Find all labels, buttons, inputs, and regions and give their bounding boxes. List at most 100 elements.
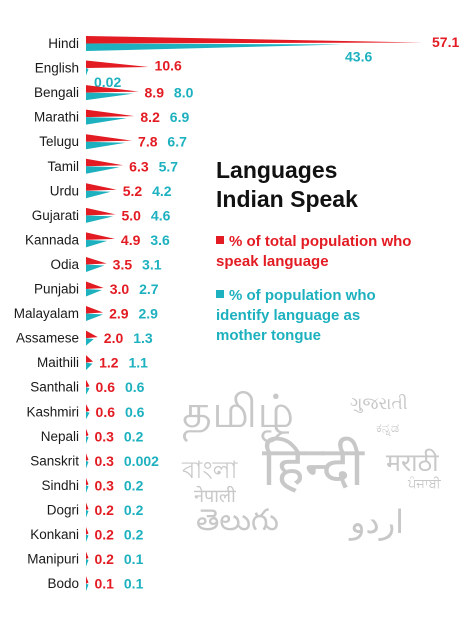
value-total-telugu: 7.8 xyxy=(138,134,158,150)
bar-total-urdu xyxy=(86,183,117,191)
kannada-script: ಕನ್ನಡ xyxy=(376,421,400,436)
category-label-tamil: Tamil xyxy=(47,159,79,174)
bar-mother-tongue-urdu xyxy=(86,190,111,199)
marathi-script: मराठी xyxy=(386,448,439,477)
category-label-assamese: Assamese xyxy=(16,331,79,346)
category-label-marathi: Marathi xyxy=(34,110,79,125)
category-label-telugu: Telugu xyxy=(39,134,79,149)
bar-total-kannada xyxy=(86,232,115,240)
category-label-nepali: Nepali xyxy=(41,429,79,444)
bar-mother-tongue-dogri xyxy=(86,509,89,518)
value-total-maithili: 1.2 xyxy=(99,355,119,371)
legend-total-population: % of total population who speak language xyxy=(216,232,436,272)
value-total-sanskrit: 0.3 xyxy=(95,453,115,469)
category-label-punjabi: Punjabi xyxy=(34,282,79,297)
value-mother-tongue-english: 0.02 xyxy=(94,74,121,90)
value-mother-tongue-urdu: 4.2 xyxy=(152,183,172,199)
value-mother-tongue-maithili: 1.1 xyxy=(128,355,148,371)
category-label-kashmiri: Kashmiri xyxy=(26,404,79,419)
category-label-dogri: Dogri xyxy=(47,502,79,517)
bar-mother-tongue-odia xyxy=(86,264,105,272)
bar-mother-tongue-kannada xyxy=(86,239,108,248)
bar-total-santhali xyxy=(86,379,90,388)
legend-red-line-1: % of total population who xyxy=(229,233,412,250)
chart-title-line-1: Languages xyxy=(216,157,338,183)
value-mother-tongue-nepali: 0.2 xyxy=(124,428,144,444)
bar-mother-tongue-marathi xyxy=(86,117,127,125)
value-mother-tongue-punjabi: 2.7 xyxy=(139,281,159,297)
bar-mother-tongue-kashmiri xyxy=(86,411,90,420)
category-label-english: English xyxy=(35,61,79,76)
bar-total-malayalam xyxy=(86,306,104,314)
bar-total-nepali xyxy=(86,428,89,437)
bar-total-assamese xyxy=(86,330,98,339)
bar-mother-tongue-bengali xyxy=(86,92,134,101)
category-label-bodo: Bodo xyxy=(47,576,79,591)
value-total-sindhi: 0.3 xyxy=(95,477,115,493)
legend-teal-swatch xyxy=(216,290,224,298)
category-label-sanskrit: Sanskrit xyxy=(30,453,79,468)
value-total-punjabi: 3.0 xyxy=(110,281,130,297)
bar-total-bodo xyxy=(86,576,89,584)
bar-total-sindhi xyxy=(86,477,89,486)
bar-total-english xyxy=(86,60,149,69)
value-total-marathi: 8.2 xyxy=(140,109,160,125)
bar-mother-tongue-maithili xyxy=(86,362,93,371)
category-label-urdu: Urdu xyxy=(50,183,79,198)
value-total-santhali: 0.6 xyxy=(96,379,116,395)
value-mother-tongue-odia: 3.1 xyxy=(142,256,162,272)
value-mother-tongue-manipuri: 0.1 xyxy=(124,551,144,567)
value-mother-tongue-hindi: 43.6 xyxy=(345,49,372,65)
bar-total-marathi xyxy=(86,109,135,118)
value-mother-tongue-sanskrit: 0.002 xyxy=(124,453,159,469)
value-total-tamil: 6.3 xyxy=(129,158,149,174)
category-label-bengali: Bengali xyxy=(34,85,79,100)
bar-mother-tongue-english xyxy=(86,68,89,76)
tamil-script: தமிழ் xyxy=(182,384,295,438)
bar-mother-tongue-nepali xyxy=(86,436,89,444)
bar-total-punjabi xyxy=(86,281,104,289)
bar-total-maithili xyxy=(86,355,94,363)
category-label-hindi: Hindi xyxy=(48,36,79,51)
category-label-konkani: Konkani xyxy=(30,527,79,542)
value-total-malayalam: 2.9 xyxy=(109,306,129,322)
bar-mother-tongue-bodo xyxy=(86,583,89,592)
legend-red-swatch xyxy=(216,236,224,244)
chart-title: Languages Indian Speak xyxy=(216,156,358,214)
bar-total-manipuri xyxy=(86,551,89,560)
bar-mother-tongue-malayalam xyxy=(86,313,104,322)
category-label-manipuri: Manipuri xyxy=(27,552,79,567)
category-label-maithili: Maithili xyxy=(37,355,79,370)
value-mother-tongue-tamil: 5.7 xyxy=(159,158,179,174)
bar-total-kashmiri xyxy=(86,404,90,412)
value-mother-tongue-kannada: 3.6 xyxy=(150,232,170,248)
value-total-odia: 3.5 xyxy=(113,256,133,272)
hindi-script: हिन्दी xyxy=(262,435,365,498)
bar-mother-tongue-telugu xyxy=(86,141,126,150)
bar-total-konkani xyxy=(86,527,89,535)
value-total-kashmiri: 0.6 xyxy=(96,404,116,420)
category-label-sindhi: Sindhi xyxy=(41,478,79,493)
value-mother-tongue-bengali: 8.0 xyxy=(174,85,194,101)
gujarati-script: ગુજરાતી xyxy=(350,394,408,414)
value-total-gujarati: 5.0 xyxy=(122,207,142,223)
bar-mother-tongue-hindi xyxy=(86,43,344,51)
bar-total-gujarati xyxy=(86,207,116,216)
language-scripts-decoration: தமிழ் ગુજરાતી ಕನ್ನಡ বাংলা हिन्दी मराठी ਪ… xyxy=(176,380,466,540)
category-label-odia: Odia xyxy=(50,257,79,272)
legend-red-line-2: speak language xyxy=(216,253,329,270)
value-mother-tongue-santhali: 0.6 xyxy=(125,379,145,395)
bar-mother-tongue-assamese xyxy=(86,338,94,346)
value-total-manipuri: 0.2 xyxy=(95,551,115,567)
value-mother-tongue-assamese: 1.3 xyxy=(133,330,153,346)
legend-teal-line-1: % of population who xyxy=(229,287,376,304)
value-mother-tongue-marathi: 6.9 xyxy=(170,109,190,125)
value-mother-tongue-konkani: 0.2 xyxy=(124,527,144,543)
value-total-kannada: 4.9 xyxy=(121,232,141,248)
bar-mother-tongue-punjabi xyxy=(86,289,102,297)
bar-mother-tongue-sindhi xyxy=(86,485,89,493)
value-total-dogri: 0.2 xyxy=(95,502,115,518)
legend-teal-line-2: identify language as xyxy=(216,307,361,324)
category-label-malayalam: Malayalam xyxy=(14,306,79,321)
